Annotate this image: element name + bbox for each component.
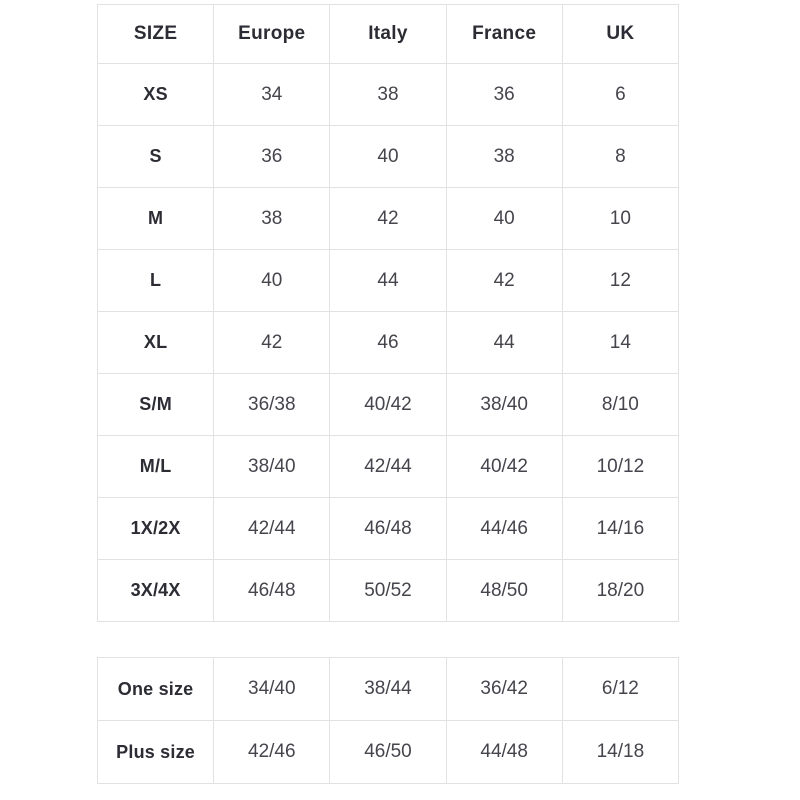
value-cell: 48/50 <box>445 559 563 622</box>
value-cell: 46 <box>329 311 447 374</box>
table-row: Plus size 42/46 46/50 44/48 14/18 <box>96 720 680 784</box>
size-chart-page: SIZE Europe Italy France UK XS 34 38 36 6 S 36 40 38… <box>96 4 680 784</box>
table-row: S/M 36/38 40/42 38/40 8/10 <box>96 373 680 436</box>
row-label-cell: M <box>96 187 215 250</box>
value-cell: 38/40 <box>213 435 331 498</box>
value-cell: 50/52 <box>329 559 447 622</box>
value-cell: 14/16 <box>561 497 680 560</box>
column-header: UK <box>561 4 680 64</box>
value-cell: 34 <box>213 63 331 126</box>
column-header: Italy <box>329 4 447 64</box>
value-cell: 42/44 <box>329 435 447 498</box>
size-table-body: XS 34 38 36 6 S 36 40 38 8 M 38 42 40 10 L 40 44 42 12 XL 42 4… <box>96 63 680 622</box>
table-row: XS 34 38 36 6 <box>96 63 680 126</box>
table-row: 3X/4X 46/48 50/52 48/50 18/20 <box>96 559 680 622</box>
value-cell: 40 <box>329 125 447 188</box>
row-label-cell: 1X/2X <box>96 497 215 560</box>
value-cell: 36 <box>445 63 563 126</box>
value-cell: 42 <box>445 249 563 312</box>
table-row: 1X/2X 42/44 46/48 44/46 14/16 <box>96 497 680 560</box>
size-table-head: SIZE Europe Italy France UK <box>96 4 680 64</box>
row-label-cell: L <box>96 249 215 312</box>
row-label-cell: XS <box>96 63 215 126</box>
value-cell: 36 <box>213 125 331 188</box>
size-conversion-table: SIZE Europe Italy France UK XS 34 38 36 6 S 36 40 38… <box>96 4 680 622</box>
value-cell: 12 <box>561 249 680 312</box>
value-cell: 40 <box>213 249 331 312</box>
value-cell: 46/50 <box>329 720 447 784</box>
value-cell: 42 <box>213 311 331 374</box>
value-cell: 18/20 <box>561 559 680 622</box>
row-label-cell: M/L <box>96 435 215 498</box>
value-cell: 38 <box>213 187 331 250</box>
value-cell: 42/44 <box>213 497 331 560</box>
value-cell: 36/38 <box>213 373 331 436</box>
value-cell: 44/46 <box>445 497 563 560</box>
value-cell: 36/42 <box>445 657 563 721</box>
value-cell: 42 <box>329 187 447 250</box>
value-cell: 38/44 <box>329 657 447 721</box>
value-cell: 40 <box>445 187 563 250</box>
value-cell: 14 <box>561 311 680 374</box>
special-sizes-table: One size 34/40 38/44 36/42 6/12 Plus size 42/4… <box>96 657 680 784</box>
value-cell: 8 <box>561 125 680 188</box>
value-cell: 10 <box>561 187 680 250</box>
value-cell: 44/48 <box>445 720 563 784</box>
table-row: S 36 40 38 8 <box>96 125 680 188</box>
table-row: XL 42 46 44 14 <box>96 311 680 374</box>
value-cell: 34/40 <box>213 657 331 721</box>
value-cell: 38 <box>329 63 447 126</box>
header-row: SIZE Europe Italy France UK <box>96 4 680 64</box>
value-cell: 14/18 <box>561 720 680 784</box>
column-header: France <box>445 4 563 64</box>
column-header: SIZE <box>96 4 215 64</box>
table-row: M/L 38/40 42/44 40/42 10/12 <box>96 435 680 498</box>
table-row: L 40 44 42 12 <box>96 249 680 312</box>
row-label-cell: One size <box>96 657 215 721</box>
value-cell: 40/42 <box>445 435 563 498</box>
row-label-cell: S/M <box>96 373 215 436</box>
value-cell: 40/42 <box>329 373 447 436</box>
value-cell: 6/12 <box>561 657 680 721</box>
value-cell: 44 <box>445 311 563 374</box>
table-row: M 38 42 40 10 <box>96 187 680 250</box>
row-label-cell: 3X/4X <box>96 559 215 622</box>
table-row: One size 34/40 38/44 36/42 6/12 <box>96 657 680 721</box>
row-label-cell: S <box>96 125 215 188</box>
value-cell: 42/46 <box>213 720 331 784</box>
value-cell: 46/48 <box>329 497 447 560</box>
value-cell: 10/12 <box>561 435 680 498</box>
special-sizes-table-body: One size 34/40 38/44 36/42 6/12 Plus size 42/4… <box>96 657 680 784</box>
value-cell: 46/48 <box>213 559 331 622</box>
value-cell: 8/10 <box>561 373 680 436</box>
value-cell: 44 <box>329 249 447 312</box>
column-header: Europe <box>213 4 331 64</box>
value-cell: 6 <box>561 63 680 126</box>
row-label-cell: Plus size <box>96 720 215 784</box>
value-cell: 38 <box>445 125 563 188</box>
row-label-cell: XL <box>96 311 215 374</box>
value-cell: 38/40 <box>445 373 563 436</box>
